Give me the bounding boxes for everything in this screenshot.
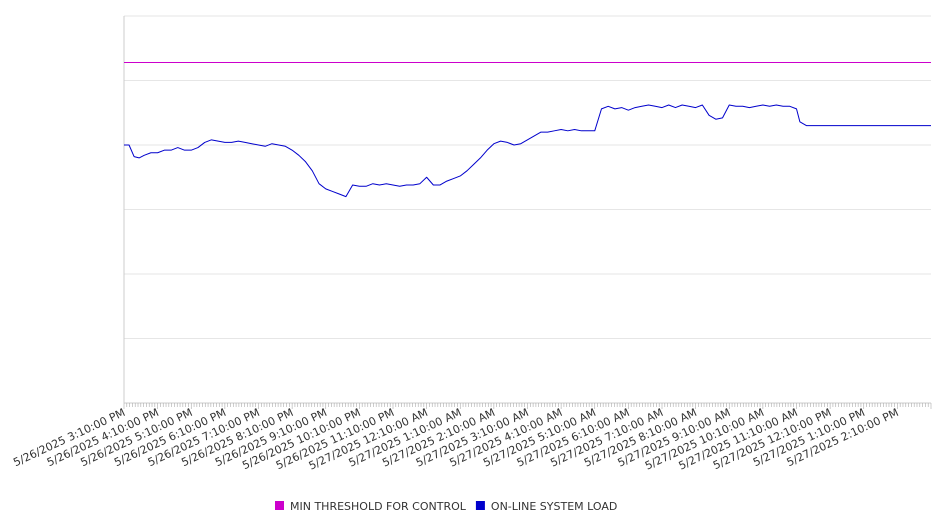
legend-label: ON-LINE SYSTEM LOAD	[491, 500, 617, 513]
legend-swatch	[275, 501, 284, 510]
gridlines	[124, 15, 931, 339]
legend-label: MIN THRESHOLD FOR CONTROL	[290, 500, 467, 513]
legend: MIN THRESHOLD FOR CONTROL ON-LINE SYSTEM …	[275, 500, 617, 513]
series-line-1	[124, 104, 931, 198]
x-axis-ticks	[123, 403, 932, 409]
series-lines	[124, 61, 931, 198]
x-axis-tick-labels: 5/26/2025 3:10:00 PM5/26/2025 4:10:00 PM…	[11, 406, 900, 473]
legend-swatch	[475, 501, 485, 510]
